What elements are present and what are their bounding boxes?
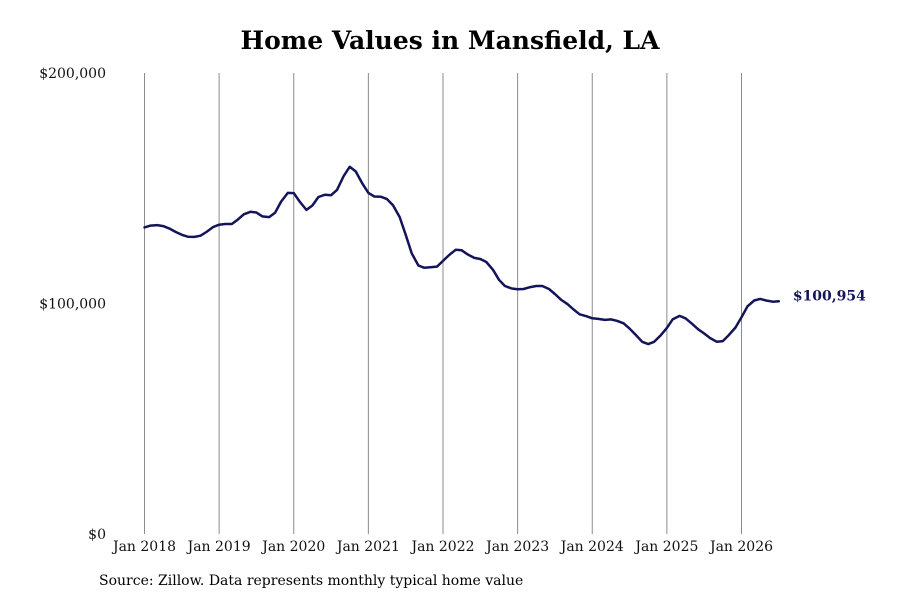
end-value-label: $100,954 xyxy=(793,288,866,304)
chart-title: Home Values in Mansfield, LA xyxy=(240,26,660,55)
series-line xyxy=(143,165,781,346)
source-note: Source: Zillow. Data represents monthly … xyxy=(99,573,524,589)
gridlines xyxy=(144,73,742,534)
x-tick-label: Jan 2023 xyxy=(484,539,549,555)
x-tick-label: Jan 2020 xyxy=(260,539,325,555)
y-tick-label: $0 xyxy=(88,527,106,543)
y-tick-label: $200,000 xyxy=(39,66,106,82)
x-tick-label: Jan 2024 xyxy=(559,539,624,555)
x-tick-label: Jan 2022 xyxy=(409,539,474,555)
x-axis-ticks: Jan 2018 Jan 2019 Jan 2020 Jan 2021 Jan 2022… xyxy=(111,539,773,555)
x-tick-label: Jan 2019 xyxy=(186,539,251,555)
x-tick-label: Jan 2025 xyxy=(633,539,698,555)
x-tick-label: Jan 2021 xyxy=(335,539,400,555)
y-axis-ticks: $0 $100,000 $200,000 xyxy=(39,66,106,543)
series-layer: $100,954 xyxy=(143,165,866,346)
y-tick-label: $100,000 xyxy=(39,297,106,313)
x-tick-label: Jan 2018 xyxy=(111,539,176,555)
x-tick-label: Jan 2026 xyxy=(708,539,773,555)
